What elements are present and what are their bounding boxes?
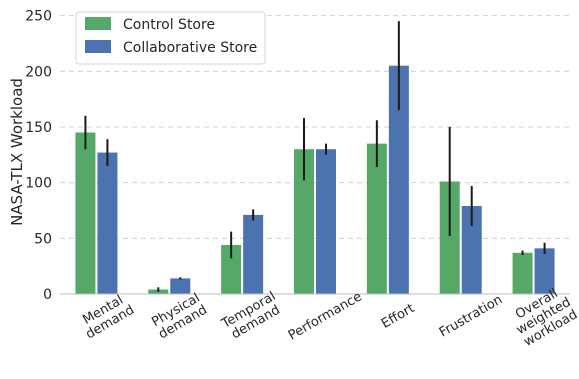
legend-swatch-collaborative-store <box>85 40 111 53</box>
x-tick-label: Performance <box>286 289 365 343</box>
x-tick-label-line: Frustration <box>437 292 505 340</box>
error-bars <box>84 21 546 292</box>
bar-control <box>512 252 533 294</box>
bar-collaborative <box>534 248 555 294</box>
bar-collaborative <box>170 278 191 294</box>
x-tick-label-line: Performance <box>286 289 365 343</box>
bar-control <box>294 149 314 294</box>
bar-control <box>366 143 387 294</box>
legend-label-control-store: Control Store <box>123 17 215 33</box>
y-tick-label: 50 <box>34 231 52 247</box>
bar-collaborative <box>97 152 118 294</box>
y-axis-label: NASA-TLX Workload <box>8 78 26 226</box>
x-tick-label-line: Effort <box>379 301 417 332</box>
x-tick-label: Effort <box>379 301 417 332</box>
bar-control <box>439 181 460 294</box>
y-tick-labels: 0 50 100 150 200 250 <box>25 9 52 303</box>
bar-collaborative <box>243 214 264 294</box>
y-tick-label: 0 <box>43 287 52 303</box>
bar-collaborative <box>388 65 409 294</box>
legend-frame <box>75 11 266 65</box>
y-tick-label: 200 <box>25 64 52 80</box>
y-tick-label: 250 <box>25 9 52 25</box>
bars <box>75 65 555 294</box>
legend-label-collaborative-store: Collaborative Store <box>123 40 257 56</box>
bar-collaborative <box>316 149 336 294</box>
bar-control <box>75 132 96 294</box>
legend: Control Store Collaborative Store <box>75 11 266 65</box>
bar-control <box>221 244 242 294</box>
legend-swatch-control-store <box>85 17 111 30</box>
bar-collaborative <box>461 206 482 294</box>
y-tick-label: 150 <box>25 120 52 136</box>
x-tick-label: Frustration <box>437 292 505 340</box>
y-tick-label: 100 <box>25 176 52 192</box>
